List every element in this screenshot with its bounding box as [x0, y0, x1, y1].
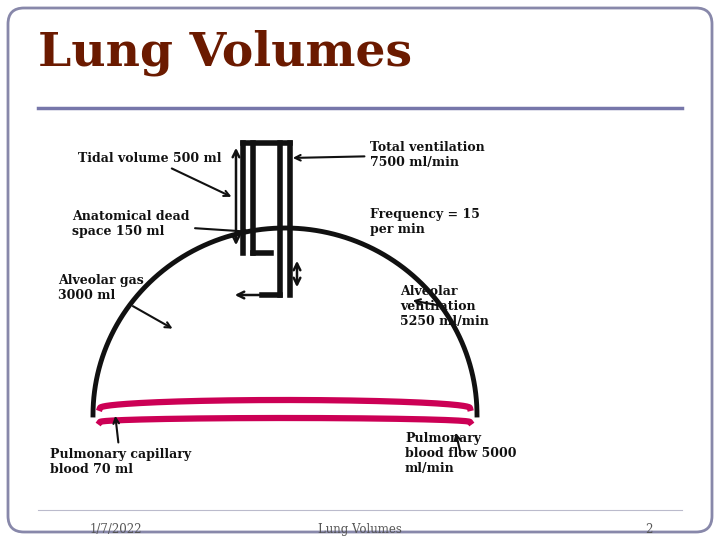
Text: Pulmonary
blood flow 5000
ml/min: Pulmonary blood flow 5000 ml/min	[405, 432, 516, 475]
Text: Alveolar gas
3000 ml: Alveolar gas 3000 ml	[58, 274, 171, 327]
Text: Frequency = 15
per min: Frequency = 15 per min	[370, 208, 480, 236]
Text: Anatomical dead
space 150 ml: Anatomical dead space 150 ml	[72, 210, 248, 238]
Text: Tidal volume 500 ml: Tidal volume 500 ml	[78, 152, 230, 196]
Text: Total ventilation
7500 ml/min: Total ventilation 7500 ml/min	[295, 141, 485, 169]
Text: 1/7/2022: 1/7/2022	[90, 523, 143, 536]
Text: Alveolar
ventilation
5250 ml/min: Alveolar ventilation 5250 ml/min	[400, 285, 489, 328]
Text: Lung Volumes: Lung Volumes	[318, 523, 402, 536]
FancyBboxPatch shape	[8, 8, 712, 532]
Text: Lung Volumes: Lung Volumes	[38, 30, 412, 77]
Text: 2: 2	[645, 523, 652, 536]
Text: Pulmonary capillary
blood 70 ml: Pulmonary capillary blood 70 ml	[50, 418, 191, 476]
